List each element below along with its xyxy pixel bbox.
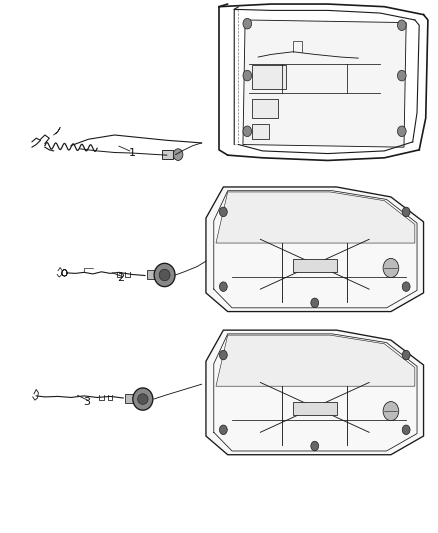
FancyBboxPatch shape xyxy=(162,150,173,159)
Ellipse shape xyxy=(138,394,148,405)
Circle shape xyxy=(219,425,227,434)
FancyBboxPatch shape xyxy=(293,259,336,272)
FancyBboxPatch shape xyxy=(293,402,336,415)
Text: 1: 1 xyxy=(128,148,135,158)
Ellipse shape xyxy=(133,388,153,410)
Circle shape xyxy=(383,401,399,421)
Circle shape xyxy=(402,207,410,216)
Circle shape xyxy=(219,350,227,360)
Circle shape xyxy=(311,441,319,451)
FancyBboxPatch shape xyxy=(252,65,286,89)
Circle shape xyxy=(219,207,227,216)
Circle shape xyxy=(397,126,406,136)
Text: 3: 3 xyxy=(83,397,90,407)
Ellipse shape xyxy=(159,269,170,281)
Circle shape xyxy=(243,126,252,136)
Polygon shape xyxy=(243,20,406,147)
FancyBboxPatch shape xyxy=(147,270,159,279)
Polygon shape xyxy=(216,335,415,386)
Circle shape xyxy=(173,149,183,160)
Circle shape xyxy=(402,282,410,292)
Circle shape xyxy=(243,70,252,81)
Circle shape xyxy=(397,70,406,81)
Circle shape xyxy=(243,18,252,29)
Text: 2: 2 xyxy=(117,273,125,283)
Circle shape xyxy=(311,298,319,308)
FancyBboxPatch shape xyxy=(252,100,278,118)
Circle shape xyxy=(383,259,399,278)
Circle shape xyxy=(397,20,406,30)
Circle shape xyxy=(219,282,227,292)
Ellipse shape xyxy=(154,263,175,287)
Polygon shape xyxy=(206,187,424,312)
Circle shape xyxy=(402,425,410,434)
Circle shape xyxy=(402,350,410,360)
Polygon shape xyxy=(206,330,424,455)
FancyBboxPatch shape xyxy=(125,394,137,403)
FancyBboxPatch shape xyxy=(252,124,269,139)
Polygon shape xyxy=(216,192,415,243)
